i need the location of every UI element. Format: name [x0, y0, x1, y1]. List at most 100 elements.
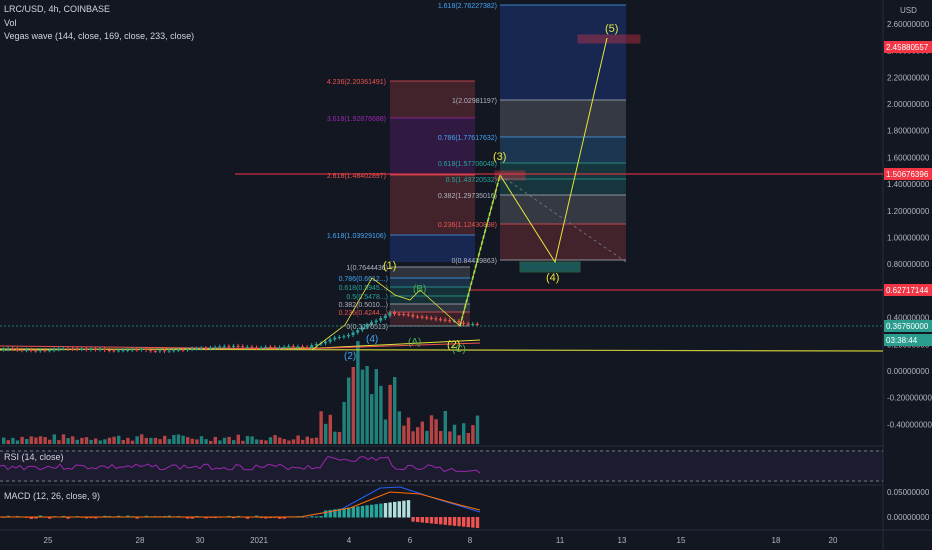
candle-body	[301, 346, 304, 348]
volume-bar	[406, 417, 411, 444]
candle-body	[158, 350, 162, 352]
candle-body	[314, 343, 318, 346]
volume-bar	[287, 440, 291, 444]
fib-small-zone	[390, 312, 470, 326]
volume-bar	[374, 369, 378, 444]
candle-body	[57, 348, 61, 350]
macd-bar	[190, 517, 194, 519]
candle-body	[232, 345, 235, 347]
macd-bar	[420, 517, 424, 523]
macd-signal-line	[0, 491, 481, 518]
volume-bar	[241, 440, 245, 444]
vegas-line	[0, 342, 481, 350]
volume-bar	[80, 437, 84, 444]
volume-bar	[227, 436, 231, 444]
macd-bar	[457, 517, 461, 527]
candle-body	[75, 349, 79, 351]
candle-body	[245, 346, 249, 348]
candle-body	[383, 315, 387, 319]
candle-body	[209, 347, 212, 349]
price-badge-resistance	[884, 168, 932, 180]
fib-right-zone	[500, 163, 626, 179]
fib-right-zone	[500, 100, 626, 137]
time-tick-label: 15	[677, 536, 686, 545]
macd-tick-label: 0.00000000	[887, 513, 930, 522]
macd-bar	[397, 501, 401, 518]
currency-label: USD	[900, 6, 917, 15]
price-badge-level	[884, 284, 932, 296]
fib-right-label: 0(0.84439863)	[451, 258, 497, 265]
volume-bar	[75, 439, 79, 444]
candle-body	[80, 348, 84, 350]
candle-body	[393, 312, 396, 314]
candle-body	[324, 341, 327, 344]
candle-body	[130, 349, 134, 351]
macd-bar	[360, 505, 365, 518]
macd-bar	[347, 507, 351, 518]
candle-body	[287, 346, 291, 348]
candle-body	[25, 349, 28, 351]
macd-bar	[333, 509, 337, 518]
volume-bar	[209, 440, 213, 444]
macd-bar	[370, 504, 374, 518]
candle-body	[374, 320, 378, 323]
candle-body	[61, 348, 65, 350]
volume-bar	[245, 436, 250, 444]
wave-5-label: (5)	[605, 23, 618, 35]
price-tick-label: 1.80000000	[887, 127, 930, 136]
time-tick-label: 25	[44, 536, 53, 545]
time-tick-label: 30	[196, 536, 205, 545]
volume-bar	[393, 377, 397, 444]
volume-bar	[94, 438, 98, 444]
candle-body	[471, 323, 475, 325]
volume-bar	[43, 437, 47, 444]
macd-legend: MACD (12, 26, close, 9)	[4, 491, 101, 501]
candle-body	[176, 349, 180, 351]
candle-body	[296, 346, 300, 348]
candle-body	[305, 347, 309, 349]
macd-bar	[305, 517, 309, 518]
volume-bar	[66, 438, 70, 444]
elliott-projection	[499, 37, 608, 264]
macd-bar	[448, 517, 452, 526]
price-tick-label: 0.00000000	[887, 367, 930, 376]
volume-bar	[71, 436, 75, 444]
macd-bar	[416, 517, 420, 523]
macd-bar	[48, 517, 52, 519]
volume-bar	[130, 440, 135, 444]
rsi-legend: RSI (14, close)	[4, 452, 64, 462]
volume-bar	[112, 436, 116, 444]
macd-bar	[425, 517, 429, 524]
volume-bar	[232, 440, 236, 444]
candle-body	[11, 348, 15, 350]
volume-bar	[425, 430, 429, 444]
volume-bar	[117, 435, 121, 444]
volume-bar	[167, 439, 171, 444]
volume-bar	[107, 437, 112, 444]
time-tick-label: 28	[136, 536, 145, 545]
volume-bar	[278, 437, 282, 444]
volume-bar	[420, 421, 424, 444]
volume-bar	[397, 411, 401, 444]
price-badge-current	[884, 320, 932, 332]
volume-bar	[158, 439, 162, 444]
volume-bar	[328, 414, 332, 444]
candle-body	[98, 349, 102, 351]
wave-b-label: (B)	[413, 284, 426, 295]
candle-body	[140, 349, 143, 351]
rsi-band	[0, 450, 883, 482]
volume-bar	[186, 437, 190, 444]
volume-bar	[34, 437, 38, 444]
fib-right-zone	[500, 179, 626, 195]
volume-bar	[351, 367, 355, 444]
price-tick-label: -0.20000000	[887, 394, 932, 403]
candle-body	[448, 320, 452, 322]
volume-bar	[140, 434, 144, 444]
candle-body	[66, 348, 70, 350]
candle-body	[434, 318, 438, 320]
fib-small-zone	[390, 287, 470, 296]
volume-bar	[236, 434, 240, 444]
candle-body	[190, 348, 194, 350]
macd-bar	[84, 517, 89, 519]
